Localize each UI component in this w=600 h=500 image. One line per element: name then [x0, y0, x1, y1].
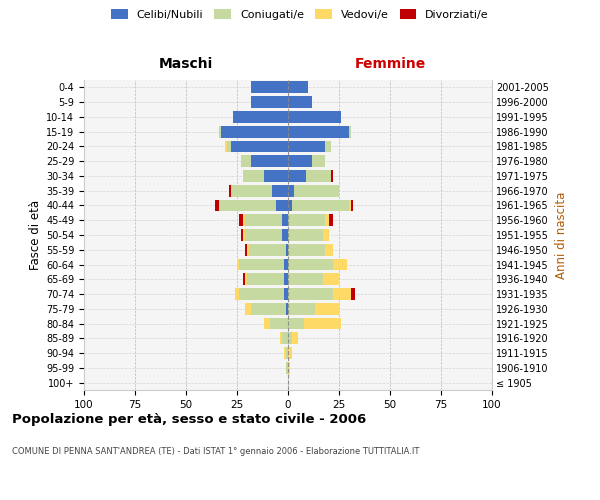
Bar	[286, 347, 288, 359]
Bar	[243, 170, 263, 182]
Bar	[349, 200, 351, 211]
Bar	[294, 185, 339, 196]
Bar	[288, 229, 323, 241]
Bar	[243, 229, 245, 241]
Bar	[288, 96, 313, 108]
Bar	[215, 200, 218, 211]
Bar	[288, 200, 292, 211]
Bar	[241, 156, 251, 167]
Bar	[239, 288, 284, 300]
Bar	[227, 140, 231, 152]
Bar	[307, 170, 331, 182]
Bar	[251, 156, 288, 167]
Bar	[292, 200, 349, 211]
Bar	[249, 244, 286, 256]
Bar	[304, 318, 341, 330]
Bar	[286, 362, 288, 374]
Bar	[329, 214, 333, 226]
Bar	[331, 170, 333, 182]
Bar	[263, 170, 288, 182]
Bar	[243, 274, 245, 285]
Bar	[284, 274, 288, 285]
Bar	[239, 258, 284, 270]
Bar	[280, 332, 282, 344]
Bar	[325, 140, 331, 152]
Bar	[288, 288, 333, 300]
Bar	[263, 318, 269, 330]
Bar	[233, 111, 288, 123]
Bar	[288, 274, 323, 285]
Bar	[288, 258, 333, 270]
Bar	[276, 200, 288, 211]
Bar	[288, 170, 307, 182]
Bar	[286, 303, 288, 314]
Bar	[288, 303, 314, 314]
Bar	[269, 318, 288, 330]
Bar	[288, 82, 308, 94]
Bar	[288, 156, 313, 167]
Bar	[288, 185, 294, 196]
Bar	[245, 274, 247, 285]
Bar	[231, 185, 272, 196]
Bar	[288, 332, 292, 344]
Text: COMUNE DI PENNA SANT'ANDREA (TE) - Dati ISTAT 1° gennaio 2006 - Elaborazione TUT: COMUNE DI PENNA SANT'ANDREA (TE) - Dati …	[12, 448, 419, 456]
Bar	[292, 332, 298, 344]
Bar	[313, 156, 325, 167]
Y-axis label: Anni di nascita: Anni di nascita	[554, 192, 568, 278]
Bar	[282, 229, 288, 241]
Bar	[229, 185, 231, 196]
Text: Popolazione per età, sesso e stato civile - 2006: Popolazione per età, sesso e stato civil…	[12, 412, 366, 426]
Bar	[284, 347, 286, 359]
Bar	[351, 200, 353, 211]
Bar	[333, 288, 351, 300]
Bar	[237, 258, 239, 270]
Bar	[221, 126, 288, 138]
Bar	[282, 332, 288, 344]
Bar	[235, 288, 239, 300]
Bar	[323, 229, 329, 241]
Bar	[218, 200, 276, 211]
Bar	[245, 244, 247, 256]
Bar	[288, 244, 325, 256]
Bar	[288, 214, 325, 226]
Bar	[251, 82, 288, 94]
Bar	[288, 140, 325, 152]
Bar	[251, 303, 286, 314]
Text: Maschi: Maschi	[159, 57, 213, 71]
Bar	[351, 288, 355, 300]
Bar	[272, 185, 288, 196]
Bar	[225, 140, 227, 152]
Bar	[284, 288, 288, 300]
Bar	[247, 274, 284, 285]
Bar	[325, 214, 329, 226]
Bar	[218, 126, 221, 138]
Bar	[288, 347, 292, 359]
Text: Femmine: Femmine	[355, 57, 425, 71]
Bar	[239, 214, 243, 226]
Bar	[286, 244, 288, 256]
Bar	[247, 244, 249, 256]
Legend: Celibi/Nubili, Coniugati/e, Vedovi/e, Divorziati/e: Celibi/Nubili, Coniugati/e, Vedovi/e, Di…	[108, 6, 492, 23]
Bar	[349, 126, 351, 138]
Bar	[314, 303, 339, 314]
Bar	[284, 258, 288, 270]
Bar	[245, 229, 282, 241]
Bar	[231, 140, 288, 152]
Bar	[251, 96, 288, 108]
Bar	[241, 229, 243, 241]
Bar	[288, 126, 349, 138]
Bar	[323, 274, 339, 285]
Bar	[325, 244, 333, 256]
Bar	[288, 362, 290, 374]
Bar	[288, 318, 304, 330]
Bar	[333, 258, 347, 270]
Bar	[245, 303, 251, 314]
Y-axis label: Fasce di età: Fasce di età	[29, 200, 42, 270]
Bar	[245, 214, 282, 226]
Bar	[288, 111, 341, 123]
Bar	[243, 214, 245, 226]
Bar	[282, 214, 288, 226]
